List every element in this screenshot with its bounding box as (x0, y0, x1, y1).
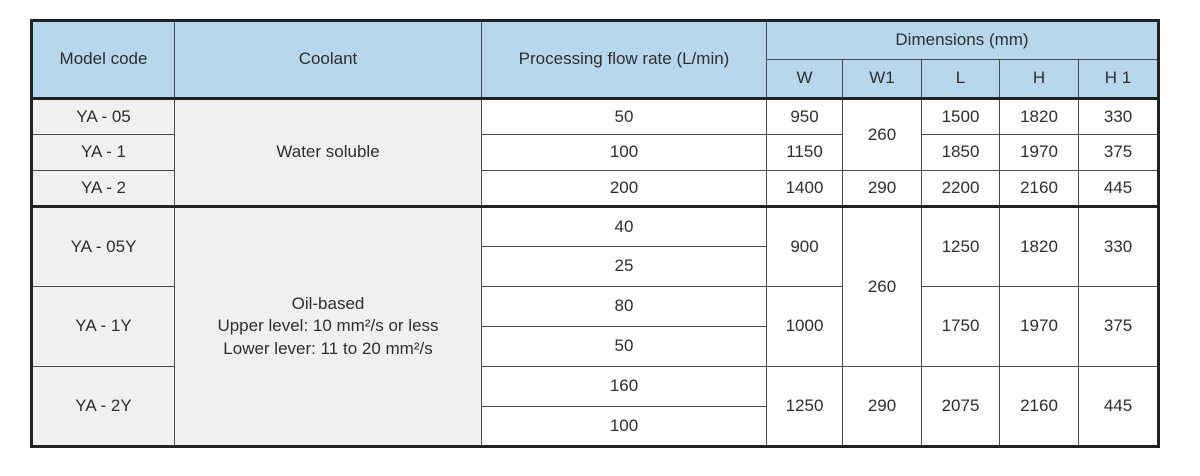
cell-w: 950 (766, 98, 843, 135)
cell-h1: 445 (1078, 170, 1159, 207)
cell-model: YA - 05 (31, 98, 175, 135)
table-row: 25 (32, 246, 1159, 287)
cell-flow: 25 (481, 246, 767, 287)
cell-h: 2160 (999, 170, 1079, 207)
coolant-line: Upper level: 10 mm²/s or less (217, 316, 439, 336)
header-dim-w: W (766, 59, 843, 99)
section-oil-based: YA - 05Y Oil-based Upper level: 10 mm²/s… (31, 205, 1159, 447)
table-row: YA - 2Y 160 1250 290 2075 2160 445 (31, 366, 1159, 447)
cell-model: YA - 1Y (31, 286, 175, 367)
coolant-line: Lower lever: 11 to 20 mm²/s (223, 338, 433, 358)
cell-h: 2160 (999, 366, 1079, 447)
cell-w1: 290 (842, 366, 922, 447)
cell-l: 1500 (921, 98, 1000, 135)
table-header: Model code Coolant Processing flow rate … (31, 20, 1159, 99)
cell-w: 1250 (766, 366, 843, 447)
table-row: 100 (32, 406, 1159, 447)
cell-h: 1970 (999, 286, 1079, 367)
header-flow-rate: Processing flow rate (L/min) (481, 20, 767, 99)
cell-l: 2075 (921, 366, 1000, 447)
table-row: YA - 05 Water soluble 50 950 260 1500 18… (31, 98, 1159, 207)
cell-h: 1820 (999, 205, 1079, 287)
cell-h: 1820 (999, 98, 1079, 135)
table-row: YA - 1Y 80 1000 1750 1970 375 (31, 286, 1159, 367)
cell-model: YA - 1 (31, 134, 175, 171)
section-water-soluble: YA - 05 Water soluble 50 950 260 1500 18… (31, 98, 1159, 207)
cell-coolant: Oil-based Upper level: 10 mm²/s or less … (174, 205, 482, 447)
header-dim-h: H (999, 59, 1079, 99)
header-dim-l: L (921, 59, 1000, 99)
table-row: YA - 2 200 1400 290 2200 2160 445 (31, 170, 1159, 207)
coolant-line: Oil-based (291, 294, 365, 314)
header-dim-w1: W1 (842, 59, 922, 99)
table-row: 50 (32, 326, 1159, 367)
cell-l: 1250 (921, 205, 1000, 287)
cell-w: 1000 (766, 286, 843, 367)
header-dim-h1: H 1 (1078, 59, 1159, 99)
table-row: YA - 05Y Oil-based Upper level: 10 mm²/s… (31, 205, 1159, 447)
table-row: YA - 1 100 1150 1850 1970 375 (31, 134, 1159, 171)
cell-w: 1150 (766, 134, 843, 171)
cell-w1: 260 (842, 205, 922, 367)
cell-l: 1750 (921, 286, 1000, 367)
header-coolant: Coolant (174, 20, 482, 99)
cell-flow: 50 (481, 326, 767, 367)
cell-l: 1850 (921, 134, 1000, 171)
cell-h1: 330 (1078, 205, 1159, 287)
cell-h: 1970 (999, 134, 1079, 171)
cell-flow: 160 (481, 366, 767, 407)
cell-l: 2200 (921, 170, 1000, 207)
cell-w: 1400 (766, 170, 843, 207)
cell-flow: 50 (481, 98, 767, 135)
cell-w: 900 (766, 205, 843, 287)
cell-h1: 375 (1078, 134, 1159, 171)
cell-w1: 260 (842, 98, 922, 171)
cell-h1: 375 (1078, 286, 1159, 367)
cell-model: YA - 2 (31, 170, 175, 207)
cell-model: YA - 05Y (31, 205, 175, 287)
cell-coolant: Water soluble (174, 98, 482, 207)
cell-flow: 200 (481, 170, 767, 207)
cell-flow: 80 (481, 286, 767, 327)
cell-flow: 100 (481, 406, 767, 447)
cell-model: YA - 2Y (31, 366, 175, 447)
cell-w1: 290 (842, 170, 922, 207)
cell-h1: 445 (1078, 366, 1159, 447)
cell-h1: 330 (1078, 98, 1159, 135)
header-model-code: Model code (31, 20, 175, 99)
cell-flow: 40 (481, 205, 767, 247)
header-dimensions: Dimensions (mm) (766, 20, 1159, 60)
cell-flow: 100 (481, 134, 767, 171)
dimensions-spec-table: Model code Coolant Processing flow rate … (30, 19, 1160, 448)
